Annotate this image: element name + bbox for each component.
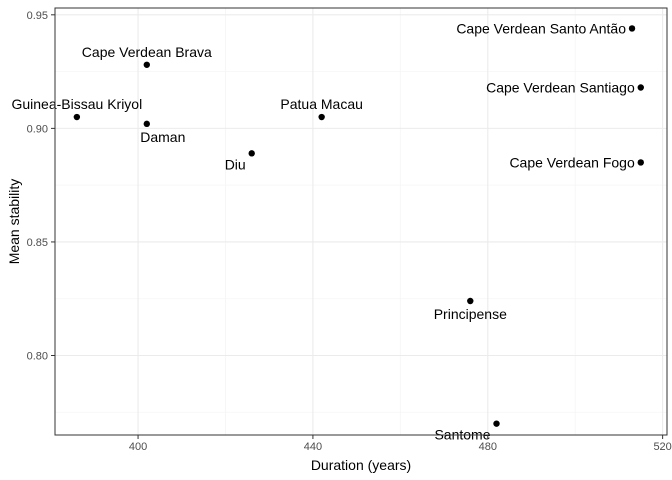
x-tick-label: 480: [479, 441, 497, 453]
data-point: [637, 84, 644, 91]
grid-major: [55, 8, 667, 435]
y-tick-label: 0.80: [27, 351, 48, 363]
x-axis-title: Duration (years): [311, 457, 411, 473]
grid-minor: [55, 8, 667, 435]
y-tick-label: 0.95: [27, 10, 48, 22]
data-point: [143, 120, 150, 128]
y-axis-ticks: 0.80 0.85 0.90 0.95: [27, 10, 55, 363]
y-tick-label: 0.90: [27, 123, 48, 135]
y-tick-label: 0.85: [27, 237, 48, 249]
point-label: Diu: [225, 156, 246, 172]
data-point: [637, 159, 644, 166]
y-axis-title: Mean stability: [6, 179, 22, 265]
point-label: Principense: [434, 306, 507, 322]
data-point: [467, 297, 474, 305]
point-label: Guinea-Bissau Kriyol: [11, 96, 142, 112]
x-axis-ticks: 400 440 480 520: [129, 435, 672, 453]
point-label: Cape Verdean Santo Antão: [456, 20, 626, 36]
data-points: [73, 25, 644, 427]
plot-panel-border: [54, 7, 668, 436]
data-point: [493, 420, 500, 427]
x-tick-label: 400: [129, 441, 147, 453]
data-point: [73, 113, 81, 121]
point-label: Cape Verdean Santiago: [486, 79, 635, 95]
x-tick-label: 520: [653, 441, 671, 453]
data-point: [143, 61, 150, 68]
point-label: Patua Macau: [280, 96, 363, 112]
data-point: [248, 150, 255, 157]
x-tick-label: 440: [304, 441, 322, 453]
point-label: Daman: [140, 129, 185, 145]
data-point: [318, 113, 325, 121]
point-labels: Guinea-Bissau Kriyol Cape Verdean Brava Da…: [11, 20, 634, 442]
data-point: [628, 25, 636, 32]
point-label: Cape Verdean Brava: [82, 44, 212, 60]
point-label: Cape Verdean Fogo: [509, 154, 635, 170]
